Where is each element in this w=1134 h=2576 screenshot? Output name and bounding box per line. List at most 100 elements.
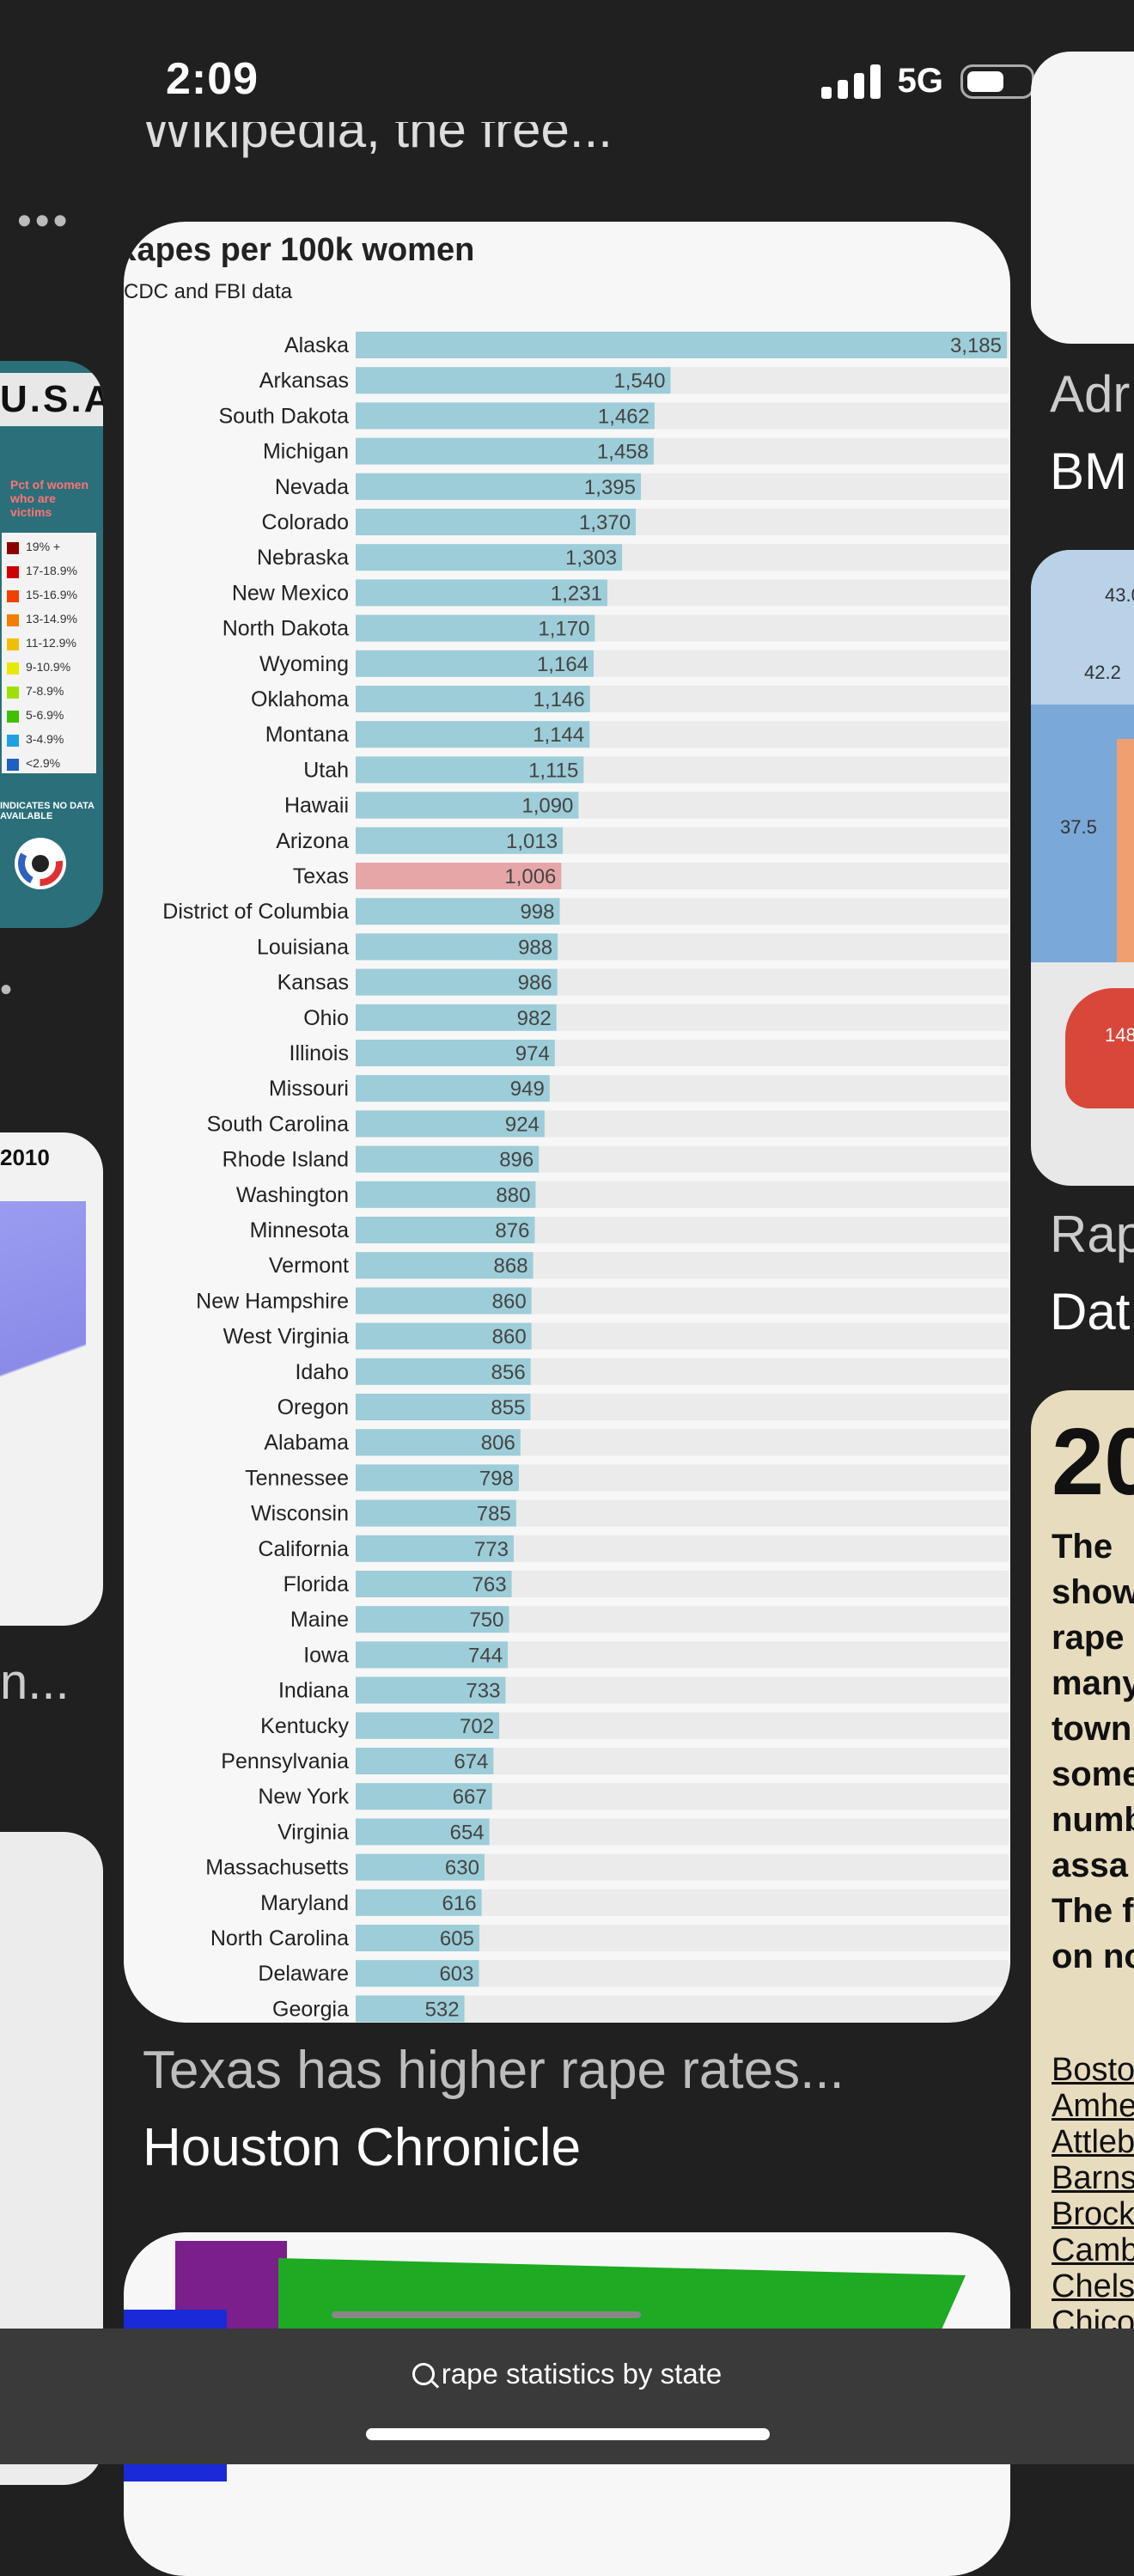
- chart-subtitle: CDC and FBI data: [124, 280, 293, 303]
- category-label: Tennessee: [245, 1466, 349, 1490]
- previous-result-caption[interactable]: Wikipedia, the free...: [143, 122, 613, 158]
- home-indicator[interactable]: [366, 2428, 770, 2440]
- search-query[interactable]: rape statistics by state: [0, 2358, 1134, 2390]
- bar-massachusetts: [356, 1853, 485, 1881]
- bar-georgia: [356, 1995, 465, 2023]
- main-result-caption[interactable]: Texas has higher rape rates...: [143, 2041, 844, 2100]
- value-label: 1,231: [551, 582, 602, 605]
- category-label: Montana: [265, 723, 349, 747]
- category-label: New York: [258, 1785, 349, 1809]
- main-result-source[interactable]: Houston Chronicle: [143, 2118, 582, 2177]
- category-label: Kentucky: [260, 1714, 349, 1738]
- value-label: 876: [495, 1219, 529, 1242]
- status-time: 2:09: [166, 54, 259, 104]
- category-label: Virginia: [277, 1820, 349, 1844]
- value-label: 785: [477, 1503, 511, 1526]
- category-label: Nebraska: [257, 546, 349, 570]
- bar-oklahoma: [356, 686, 590, 712]
- bar-kansas: [356, 968, 558, 996]
- value-label: 773: [474, 1538, 509, 1561]
- bar-illinois: [356, 1040, 555, 1066]
- value-label: 1,170: [538, 618, 589, 641]
- category-label: Indiana: [278, 1679, 349, 1703]
- category-label: Pennsylvania: [221, 1749, 349, 1773]
- value-label: 986: [518, 972, 552, 995]
- bar-kentucky: [356, 1712, 500, 1739]
- category-label: South Carolina: [207, 1112, 349, 1136]
- value-label: 750: [469, 1608, 503, 1632]
- value-label: 806: [481, 1431, 515, 1455]
- value-label: 1,013: [506, 830, 558, 853]
- cellular-signal-icon: [820, 64, 881, 99]
- bar-new-hampshire: [356, 1287, 532, 1315]
- bar-missouri: [356, 1075, 550, 1102]
- category-label: Vermont: [269, 1254, 349, 1278]
- right-result-source-1[interactable]: BM: [1050, 443, 1127, 500]
- bar-alabama: [356, 1429, 521, 1456]
- search-bar[interactable]: [0, 2329, 1134, 2464]
- bar-maine: [356, 1606, 509, 1633]
- left-caption-dot: •: [0, 971, 13, 1009]
- chart-title: Rapes per 100k women: [124, 232, 475, 268]
- search-icon: [412, 2363, 435, 2385]
- value-label: 856: [491, 1361, 526, 1384]
- value-label: 974: [515, 1042, 550, 1065]
- category-label: New Hampshire: [196, 1289, 349, 1313]
- category-label: Oregon: [277, 1395, 349, 1419]
- network-type: 5G: [897, 62, 943, 100]
- left-result-thumbnail-1[interactable]: U.S.A. Pct of women who are victims 19% …: [0, 361, 103, 928]
- category-label: Maryland: [260, 1891, 349, 1915]
- value-label: 616: [442, 1892, 477, 1915]
- value-label: 654: [450, 1821, 485, 1844]
- value-label: 1,540: [613, 369, 665, 393]
- bar-track: [356, 1995, 1009, 2023]
- right-result-thumbnail-2[interactable]: 43.0 42.2 37.5 148.7: [1031, 550, 1134, 1186]
- category-label: Texas: [293, 864, 349, 888]
- thumbnail-heading: U.S.A.: [0, 373, 103, 426]
- right-result-caption-1[interactable]: Adr: [1050, 365, 1131, 423]
- bar-nebraska: [356, 544, 623, 571]
- category-label: California: [258, 1537, 349, 1561]
- bar-louisiana: [356, 933, 558, 961]
- left-result-thumbnail-2[interactable]: 2010: [0, 1132, 103, 1626]
- category-label: Delaware: [258, 1962, 349, 1986]
- category-label: North Dakota: [223, 617, 349, 641]
- more-icon[interactable]: •••: [17, 198, 71, 244]
- category-label: Massachusetts: [205, 1856, 349, 1880]
- bar-tennessee: [356, 1464, 519, 1492]
- category-label: South Dakota: [219, 404, 350, 428]
- bar-district-of-columbia: [356, 898, 560, 925]
- category-label: Kansas: [277, 971, 349, 995]
- category-label: Georgia: [272, 1997, 349, 2021]
- bar-indiana: [356, 1676, 506, 1704]
- thumbnail-map: [0, 1201, 86, 1459]
- value-label: 603: [439, 1963, 473, 1986]
- bar-vermont: [356, 1252, 533, 1279]
- value-label: 798: [479, 1467, 514, 1490]
- bar-wyoming: [356, 650, 594, 677]
- right-result-thumbnail-3[interactable]: 20 The show rape many town some numb ass…: [1031, 1390, 1134, 2447]
- value-label: 860: [492, 1290, 527, 1313]
- right-result-caption-2[interactable]: Rap: [1050, 1206, 1134, 1263]
- left-result-caption[interactable]: n...: [0, 1654, 70, 1710]
- value-label: 1,395: [584, 476, 636, 499]
- bar-alaska: [356, 332, 1007, 358]
- right-result-source-2[interactable]: Dat: [1050, 1283, 1131, 1340]
- bar-south-carolina: [356, 1110, 545, 1138]
- value-label: 763: [472, 1573, 507, 1596]
- value-label: 1,458: [597, 441, 649, 464]
- bar-maryland: [356, 1889, 482, 1916]
- category-label: Michigan: [263, 440, 349, 464]
- bar-south-dakota: [356, 402, 655, 430]
- value-label: 868: [494, 1254, 528, 1278]
- category-label: Colorado: [262, 510, 349, 534]
- right-result-thumbnail-1[interactable]: [1031, 52, 1134, 344]
- thumbnail-legend: 19% + 17-18.9% 15-16.9% 13-14.9% 11-12.9…: [2, 533, 96, 773]
- value-label: 630: [445, 1857, 479, 1880]
- category-label: North Carolina: [210, 1926, 349, 1950]
- bar-new-mexico: [356, 579, 607, 607]
- value-label: 880: [496, 1184, 530, 1207]
- bar-new-york: [356, 1783, 492, 1810]
- main-result-image[interactable]: Rapes per 100k women CDC and FBI data Al…: [124, 222, 1010, 2023]
- category-label: Arkansas: [259, 369, 349, 393]
